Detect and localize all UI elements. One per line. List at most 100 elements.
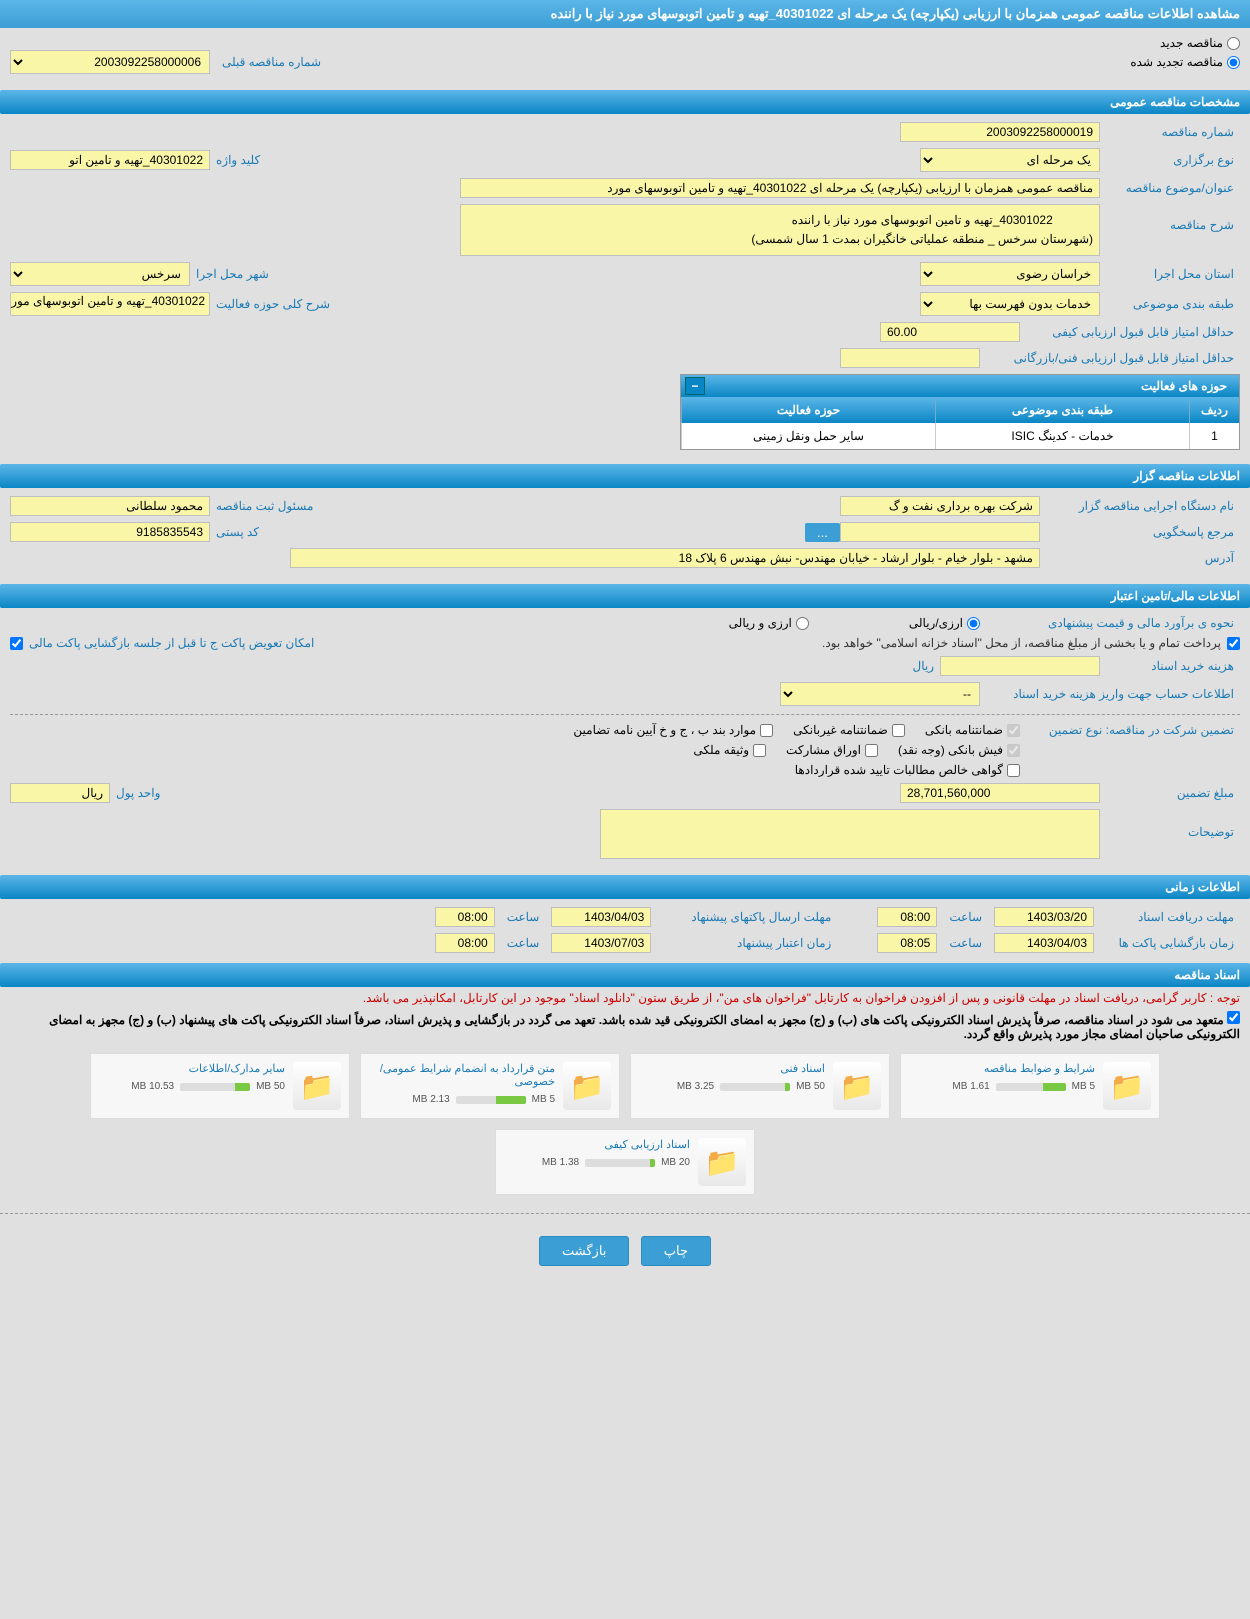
page-title: مشاهده اطلاعات مناقصه عمومی همزمان با ار…: [0, 0, 1250, 28]
type-select[interactable]: یک مرحله ای: [920, 148, 1100, 172]
file-limit: 5 MB: [532, 1094, 555, 1105]
cb-nonbank[interactable]: ضمانتنامه غیربانکی: [793, 723, 905, 737]
sec3-body: نحوه ی برآورد مالی و قیمت پیشنهادی ارزی/…: [0, 608, 1250, 873]
radio-currency[interactable]: ارزی و ریالی: [729, 616, 809, 630]
file-size: 1.61 MB: [952, 1081, 989, 1092]
folder-icon: 📁: [293, 1062, 341, 1110]
desc-field: 40301022_تهیه و تامین اتوبوسهای مورد نیا…: [460, 204, 1100, 256]
paynote-checkbox[interactable]: [1227, 637, 1240, 650]
time-submit: مهلت ارسال پاکتهای پیشنهاد 1403/04/03 سا…: [435, 907, 838, 927]
file-card[interactable]: 📁متن قرارداد به انضمام شرایط عمومی/خصوصی…: [360, 1053, 620, 1119]
radio-rial-input[interactable]: [967, 617, 980, 630]
file-progress: [996, 1083, 1066, 1091]
file-limit: 5 MB: [1072, 1081, 1095, 1092]
doccost-field: [940, 656, 1100, 676]
radio-new-input[interactable]: [1227, 37, 1240, 50]
city-select[interactable]: سرخس: [10, 262, 190, 286]
file-progress: [720, 1083, 790, 1091]
file-limit: 50 MB: [256, 1081, 285, 1092]
minscore-field: 60.00: [880, 322, 1020, 342]
back-button[interactable]: بازگشت: [539, 1236, 629, 1266]
radio-renew-input[interactable]: [1227, 56, 1240, 69]
class-select[interactable]: خدمات بدون فهرست بها: [920, 292, 1100, 316]
minscore-label: حداقل امتیاز قابل قبول ارزیابی کیفی: [1020, 325, 1240, 339]
sec2-header: اطلاعات مناقصه گزار: [0, 464, 1250, 488]
est-label: نحوه ی برآورد مالی و قیمت پیشنهادی: [980, 616, 1240, 630]
radio-renew-label: مناقصه تجدید شده: [1130, 55, 1223, 69]
subject-label: عنوان/موضوع مناقصه: [1100, 181, 1240, 195]
file-grid: 📁شرایط و ضوابط مناقصه5 MB1.61 MB📁اسناد ف…: [0, 1043, 1250, 1205]
type-label: نوع برگزاری: [1100, 153, 1240, 167]
scope-select[interactable]: 40301022_تهیه و تامین اتوبوسهای مورد نیا…: [10, 292, 210, 316]
file-progress: [180, 1083, 250, 1091]
warning-red: توجه : کاربر گرامی، دریافت اسناد در مهلت…: [0, 987, 1250, 1009]
swap-checkbox[interactable]: [10, 637, 23, 650]
amount-field: 28,701,560,000: [900, 783, 1100, 803]
cb-items[interactable]: موارد بند ب ، ج و خ آیین نامه تضامین: [573, 723, 773, 737]
sec1-header: مشخصات مناقصه عمومی: [0, 90, 1250, 114]
td-row: 1: [1189, 423, 1239, 449]
ellipsis-button[interactable]: ...: [805, 523, 840, 542]
number-field: 2003092258000019: [900, 122, 1100, 142]
file-card[interactable]: 📁 شرایط و ضوابط مناقصه 5 MB 1.61 MB: [900, 1053, 1160, 1119]
file-name: متن قرارداد به انضمام شرایط عمومی/خصوصی: [369, 1062, 555, 1088]
addr-label: آدرس: [1040, 551, 1240, 565]
sec1-body: شماره مناقصه 2003092258000019 نوع برگزار…: [0, 114, 1250, 462]
radio-renew-tender[interactable]: مناقصه تجدید شده: [1130, 55, 1240, 69]
cb-bonds[interactable]: اوراق مشارکت: [786, 743, 878, 757]
td-activity: سایر حمل ونقل زمینی: [681, 423, 935, 449]
sec5-body: توجه : کاربر گرامی، دریافت اسناد در مهلت…: [0, 987, 1250, 1205]
file-name: شرایط و ضوابط مناقصه: [909, 1062, 1095, 1075]
time-valid: زمان اعتبار پیشنهاد 1403/07/03 ساعت 08:0…: [435, 933, 838, 953]
province-label: استان محل اجرا: [1100, 267, 1240, 281]
file-size: 2.13 MB: [412, 1094, 449, 1105]
sec4-body: مهلت دریافت اسناد 1403/03/20 ساعت 08:00 …: [0, 899, 1250, 961]
footer-divider: [0, 1213, 1250, 1214]
resp-field: [840, 522, 1040, 542]
file-name: اسناد ارزیابی کیفی: [504, 1138, 690, 1151]
org-label: نام دستگاه اجرایی مناقصه گزار: [1040, 499, 1240, 513]
cb-cash[interactable]: فیش بانکی (وجه نقد): [898, 743, 1020, 757]
cb-cert[interactable]: گواهی خالص مطالبات تایید شده قراردادها: [795, 763, 1020, 777]
minscoretech-label: حداقل امتیاز قابل قبول ارزیابی فنی/بازرگ…: [980, 351, 1240, 365]
prev-number-select[interactable]: 2003092258000006: [10, 50, 210, 74]
file-card[interactable]: 📁سایر مدارک/اطلاعات50 MB10.53 MB: [90, 1053, 350, 1119]
file-name: اسناد فنی: [639, 1062, 825, 1075]
commit-checkbox[interactable]: [1227, 1011, 1240, 1024]
cb-bank[interactable]: ضمانتنامه بانکی: [925, 723, 1020, 737]
divider: [10, 714, 1240, 715]
prev-number-label: شماره مناقصه قبلی: [216, 55, 327, 69]
file-progress: [456, 1096, 526, 1104]
collapse-icon[interactable]: −: [685, 377, 705, 395]
file-card[interactable]: 📁اسناد فنی50 MB3.25 MB: [630, 1053, 890, 1119]
paynote-label: پرداخت تمام و یا بخشی از مبلغ مناقصه، از…: [816, 636, 1227, 650]
file-name: سایر مدارک/اطلاعات: [99, 1062, 285, 1075]
reg-label: مسئول ثبت مناقصه: [210, 499, 319, 513]
account-select[interactable]: --: [780, 682, 980, 706]
reg-field: محمود سلطانی: [10, 496, 210, 516]
folder-icon: 📁: [1103, 1062, 1151, 1110]
province-select[interactable]: خراسان رضوی: [920, 262, 1100, 286]
activity-table-title: حوزه های فعالیت: [1133, 375, 1235, 397]
time-open: زمان بازگشایی پاکت ها 1403/04/03 ساعت 08…: [877, 933, 1240, 953]
doccost-label: هزینه خرید اسناد: [1100, 659, 1240, 673]
minscoretech-field: [840, 348, 980, 368]
radio-currency-input[interactable]: [796, 617, 809, 630]
top-options: مناقصه جدید مناقصه تجدید شده شماره مناقص…: [0, 28, 1250, 88]
file-size: 3.25 MB: [677, 1081, 714, 1092]
th-activity: حوزه فعالیت: [681, 397, 935, 423]
sec3-header: اطلاعات مالی/تامین اعتبار: [0, 584, 1250, 608]
folder-icon: 📁: [698, 1138, 746, 1186]
guarantee-label: تضمین شرکت در مناقصه: نوع تضمین: [1020, 723, 1240, 737]
cb-property[interactable]: وثیقه ملکی: [693, 743, 766, 757]
time-receive: مهلت دریافت اسناد 1403/03/20 ساعت 08:00: [877, 907, 1240, 927]
unit-field: ریال: [10, 783, 110, 803]
file-card[interactable]: 📁اسناد ارزیابی کیفی20 MB1.38 MB: [495, 1129, 755, 1195]
radio-new-tender[interactable]: مناقصه جدید: [10, 36, 1240, 50]
addr-field: مشهد - بلوار خیام - بلوار ارشاد - خیابان…: [290, 548, 1040, 568]
radio-rial[interactable]: ارزی/ریالی: [909, 616, 980, 630]
desc2-textarea[interactable]: [600, 809, 1100, 859]
warning-black: متعهد می شود در اسناد مناقصه، صرفاً پذیر…: [0, 1009, 1250, 1043]
print-button[interactable]: چاپ: [641, 1236, 711, 1266]
subject-field: مناقصه عمومی همزمان با ارزیابی (یکپارچه)…: [460, 178, 1100, 198]
